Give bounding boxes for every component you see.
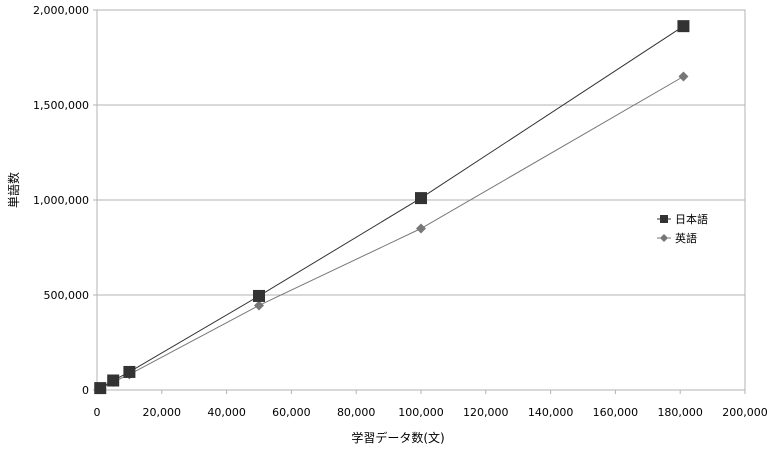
marker-square bbox=[677, 20, 690, 33]
x-tick-label: 20,000 bbox=[143, 406, 182, 419]
y-axis-title: 単語数 bbox=[6, 172, 21, 208]
series-group bbox=[94, 20, 690, 395]
x-axis-title: 学習データ数(文) bbox=[351, 430, 444, 445]
x-tick-label: 100,000 bbox=[398, 406, 444, 419]
marker-diamond bbox=[678, 71, 689, 82]
x-tick-label: 40,000 bbox=[207, 406, 246, 419]
y-tick-label: 1,000,000 bbox=[33, 194, 89, 207]
marker-square bbox=[107, 374, 120, 387]
legend-label: 英語 bbox=[675, 231, 697, 245]
y-tick-label: 1,500,000 bbox=[33, 99, 89, 112]
marker-square bbox=[660, 215, 668, 223]
x-tick-label: 200,000 bbox=[722, 406, 768, 419]
marker-square bbox=[415, 192, 427, 205]
legend-item: 英語 bbox=[657, 231, 697, 245]
x-tick-label: 180,000 bbox=[657, 406, 703, 419]
series-english bbox=[95, 71, 689, 394]
x-tick-labels: 0 20,000 40,000 60,000 80,000 100,000 120,000 1… bbox=[94, 406, 768, 419]
y-tick-label: 500,000 bbox=[44, 289, 90, 302]
grid-lines bbox=[97, 9, 745, 296]
axes bbox=[93, 9, 746, 394]
marker-diamond bbox=[416, 223, 426, 234]
x-tick-label: 120,000 bbox=[463, 406, 509, 419]
x-tick-label: 140,000 bbox=[528, 406, 574, 419]
marker-diamond bbox=[660, 234, 668, 242]
series-japanese bbox=[94, 20, 690, 395]
marker-square bbox=[94, 382, 107, 395]
series-line bbox=[99, 25, 684, 389]
legend-item: 日本語 bbox=[657, 212, 708, 226]
marker-square bbox=[123, 365, 136, 378]
x-tick-label: 160,000 bbox=[593, 406, 639, 419]
x-tick-label: 80,000 bbox=[337, 406, 376, 419]
y-tick-label: 2,000,000 bbox=[33, 4, 89, 17]
y-tick-label: 0 bbox=[82, 384, 89, 397]
plot-frame bbox=[96, 9, 746, 391]
legend-label: 日本語 bbox=[675, 212, 708, 226]
series-line bbox=[100, 76, 684, 389]
y-tick-labels: 0 500,000 1,000,000 1,500,000 2,000,000 bbox=[33, 4, 89, 397]
marker-square bbox=[253, 289, 265, 302]
marker-diamond bbox=[254, 300, 264, 311]
x-tick-label: 60,000 bbox=[272, 406, 311, 419]
x-tick-label: 0 bbox=[94, 406, 101, 419]
